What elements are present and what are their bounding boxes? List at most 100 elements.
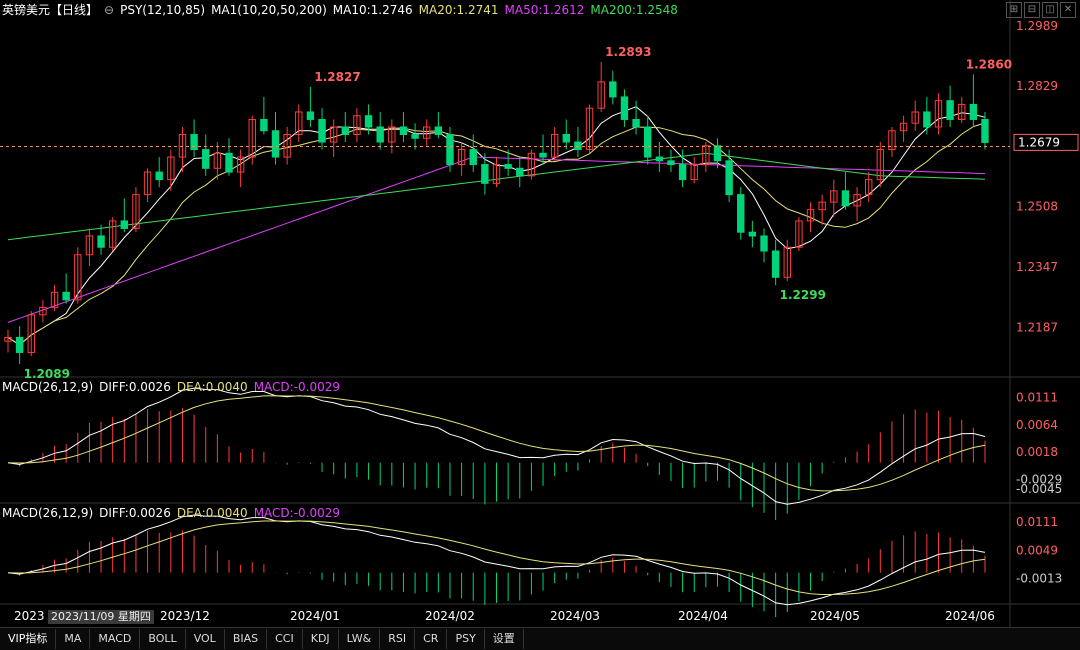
- zoom-icon[interactable]: ⊖: [104, 3, 115, 17]
- candle-body[interactable]: [795, 220, 803, 248]
- indicator-tab-9[interactable]: LW&: [339, 629, 381, 649]
- candle-body[interactable]: [434, 126, 443, 135]
- candle-body[interactable]: [655, 156, 664, 162]
- indicator-tab-12[interactable]: PSY: [447, 629, 485, 649]
- candle-body[interactable]: [132, 194, 140, 229]
- candle-body[interactable]: [202, 149, 210, 169]
- candle-body[interactable]: [958, 103, 966, 120]
- indicator-tab-8[interactable]: KDJ: [303, 629, 339, 649]
- candle-body[interactable]: [934, 100, 943, 128]
- indicator-tab-10[interactable]: RSI: [380, 629, 416, 649]
- candle-body[interactable]: [644, 126, 652, 158]
- candle-body[interactable]: [85, 235, 94, 256]
- candle-body[interactable]: [981, 118, 989, 143]
- candle-body[interactable]: [283, 133, 291, 158]
- candle-body[interactable]: [585, 107, 594, 151]
- candle-body[interactable]: [783, 246, 791, 278]
- close-icon[interactable]: ✕: [1060, 2, 1076, 18]
- candle-body[interactable]: [748, 231, 757, 237]
- candle-body[interactable]: [364, 115, 373, 128]
- candle-body[interactable]: [446, 133, 454, 166]
- candle-body[interactable]: [609, 81, 617, 98]
- candle-body[interactable]: [899, 122, 908, 132]
- candle-body[interactable]: [74, 254, 82, 301]
- candle-body[interactable]: [481, 164, 489, 184]
- candle-body[interactable]: [597, 81, 605, 109]
- candle-body[interactable]: [62, 291, 70, 301]
- indicator-tab-11[interactable]: CR: [415, 629, 448, 649]
- candle-body[interactable]: [702, 145, 710, 166]
- candle-body[interactable]: [236, 156, 245, 173]
- candle-body[interactable]: [388, 126, 396, 143]
- candle-body[interactable]: [260, 118, 268, 132]
- candle-body[interactable]: [97, 235, 105, 248]
- candle-body[interactable]: [806, 209, 815, 222]
- candle-body[interactable]: [678, 164, 687, 181]
- indicator-tab-13[interactable]: 设置: [485, 629, 524, 649]
- candle-body[interactable]: [713, 145, 722, 162]
- indicator-tab-6[interactable]: BIAS: [225, 629, 268, 649]
- candle-body[interactable]: [492, 164, 501, 184]
- candle-body[interactable]: [760, 235, 768, 252]
- candle-body[interactable]: [225, 152, 233, 173]
- candle-body[interactable]: [620, 96, 629, 120]
- candle-body[interactable]: [864, 179, 873, 196]
- candle-body[interactable]: [771, 250, 780, 278]
- candle-body[interactable]: [50, 291, 59, 308]
- candle-body[interactable]: [271, 130, 280, 158]
- candle-body[interactable]: [632, 118, 640, 128]
- settings-icon[interactable]: ⊟: [1024, 2, 1040, 18]
- indicator-tab-5[interactable]: VOL: [186, 629, 225, 649]
- candle-body[interactable]: [853, 194, 861, 207]
- candle-body[interactable]: [167, 156, 175, 181]
- indicator-tab-4[interactable]: BOLL: [140, 629, 186, 649]
- candle-body[interactable]: [504, 164, 512, 169]
- candle-body[interactable]: [190, 133, 198, 151]
- candle-body[interactable]: [830, 190, 838, 203]
- candle-body[interactable]: [667, 160, 675, 166]
- candle-body[interactable]: [213, 152, 222, 169]
- indicator-tab-2[interactable]: MA: [56, 629, 91, 649]
- candle-body[interactable]: [178, 133, 187, 158]
- layout-icon[interactable]: ◫: [1042, 2, 1058, 18]
- candle-body[interactable]: [888, 130, 896, 151]
- candle-body[interactable]: [946, 100, 954, 120]
- candle-body[interactable]: [841, 190, 850, 207]
- candle-body[interactable]: [562, 133, 570, 143]
- candle-body[interactable]: [690, 164, 698, 181]
- candle-body[interactable]: [248, 118, 256, 158]
- candle-body[interactable]: [911, 111, 919, 124]
- candle-body[interactable]: [120, 220, 129, 229]
- candle-body[interactable]: [27, 314, 35, 353]
- candle-body[interactable]: [574, 141, 582, 151]
- candle-body[interactable]: [295, 111, 303, 135]
- period-label[interactable]: 【日线】: [50, 3, 99, 17]
- candle-body[interactable]: [155, 171, 163, 181]
- candle-body[interactable]: [108, 220, 117, 248]
- indicator-tab-1[interactable]: VIP指标: [0, 629, 57, 649]
- indicator-tab-3[interactable]: MACD: [90, 629, 141, 649]
- candle-body[interactable]: [306, 111, 315, 120]
- candle-body[interactable]: [143, 171, 152, 196]
- candle-body[interactable]: [818, 201, 826, 211]
- grid-toggle-icon[interactable]: ⊞: [1006, 2, 1022, 18]
- candle-body[interactable]: [516, 167, 524, 177]
- candle-body[interactable]: [539, 152, 547, 158]
- candle-body[interactable]: [737, 194, 745, 233]
- candle-body[interactable]: [550, 133, 559, 158]
- candle-body[interactable]: [876, 149, 885, 181]
- candle-body[interactable]: [423, 126, 431, 139]
- candle-body[interactable]: [4, 336, 12, 342]
- candle-body[interactable]: [318, 118, 326, 143]
- candle-body[interactable]: [923, 111, 931, 128]
- candle-body[interactable]: [353, 115, 361, 135]
- candle-body[interactable]: [341, 126, 349, 135]
- candle-body[interactable]: [469, 149, 477, 166]
- candle-body[interactable]: [457, 149, 466, 166]
- candle-body[interactable]: [399, 126, 408, 135]
- candle-body[interactable]: [15, 336, 24, 353]
- indicator-tab-7[interactable]: CCI: [267, 629, 303, 649]
- candle-body[interactable]: [725, 160, 733, 196]
- candle-body[interactable]: [527, 152, 536, 177]
- candle-body[interactable]: [39, 306, 47, 316]
